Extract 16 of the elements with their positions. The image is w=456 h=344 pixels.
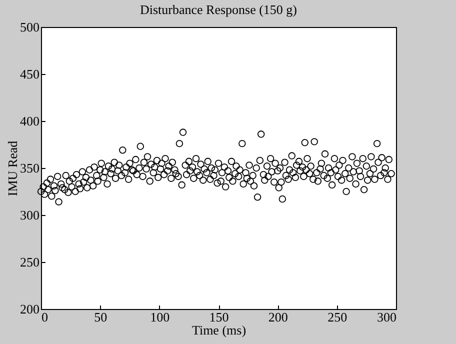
x-axis-title: Time (ms) [192,322,246,338]
x-tick-label: 200 [268,310,288,324]
y-tick-label: 300 [20,208,40,222]
x-tick-label: 250 [328,310,348,324]
y-tick-label: 450 [20,66,40,82]
x-tick-label: 0 [42,310,48,324]
y-tick-label: 500 [20,20,40,34]
y-tick-label: 250 [20,254,40,270]
y-tick-label: 350 [20,160,40,176]
x-tick-label: 150 [209,310,229,324]
x-tick-label: 50 [94,310,108,324]
chart-title: Disturbance Response (150 g) [140,2,298,17]
x-tick-label: 100 [150,310,170,324]
y-axis-title: IMU Read [5,140,20,196]
y-tick-label: 400 [20,114,40,128]
x-tick-label: 300 [377,310,396,324]
